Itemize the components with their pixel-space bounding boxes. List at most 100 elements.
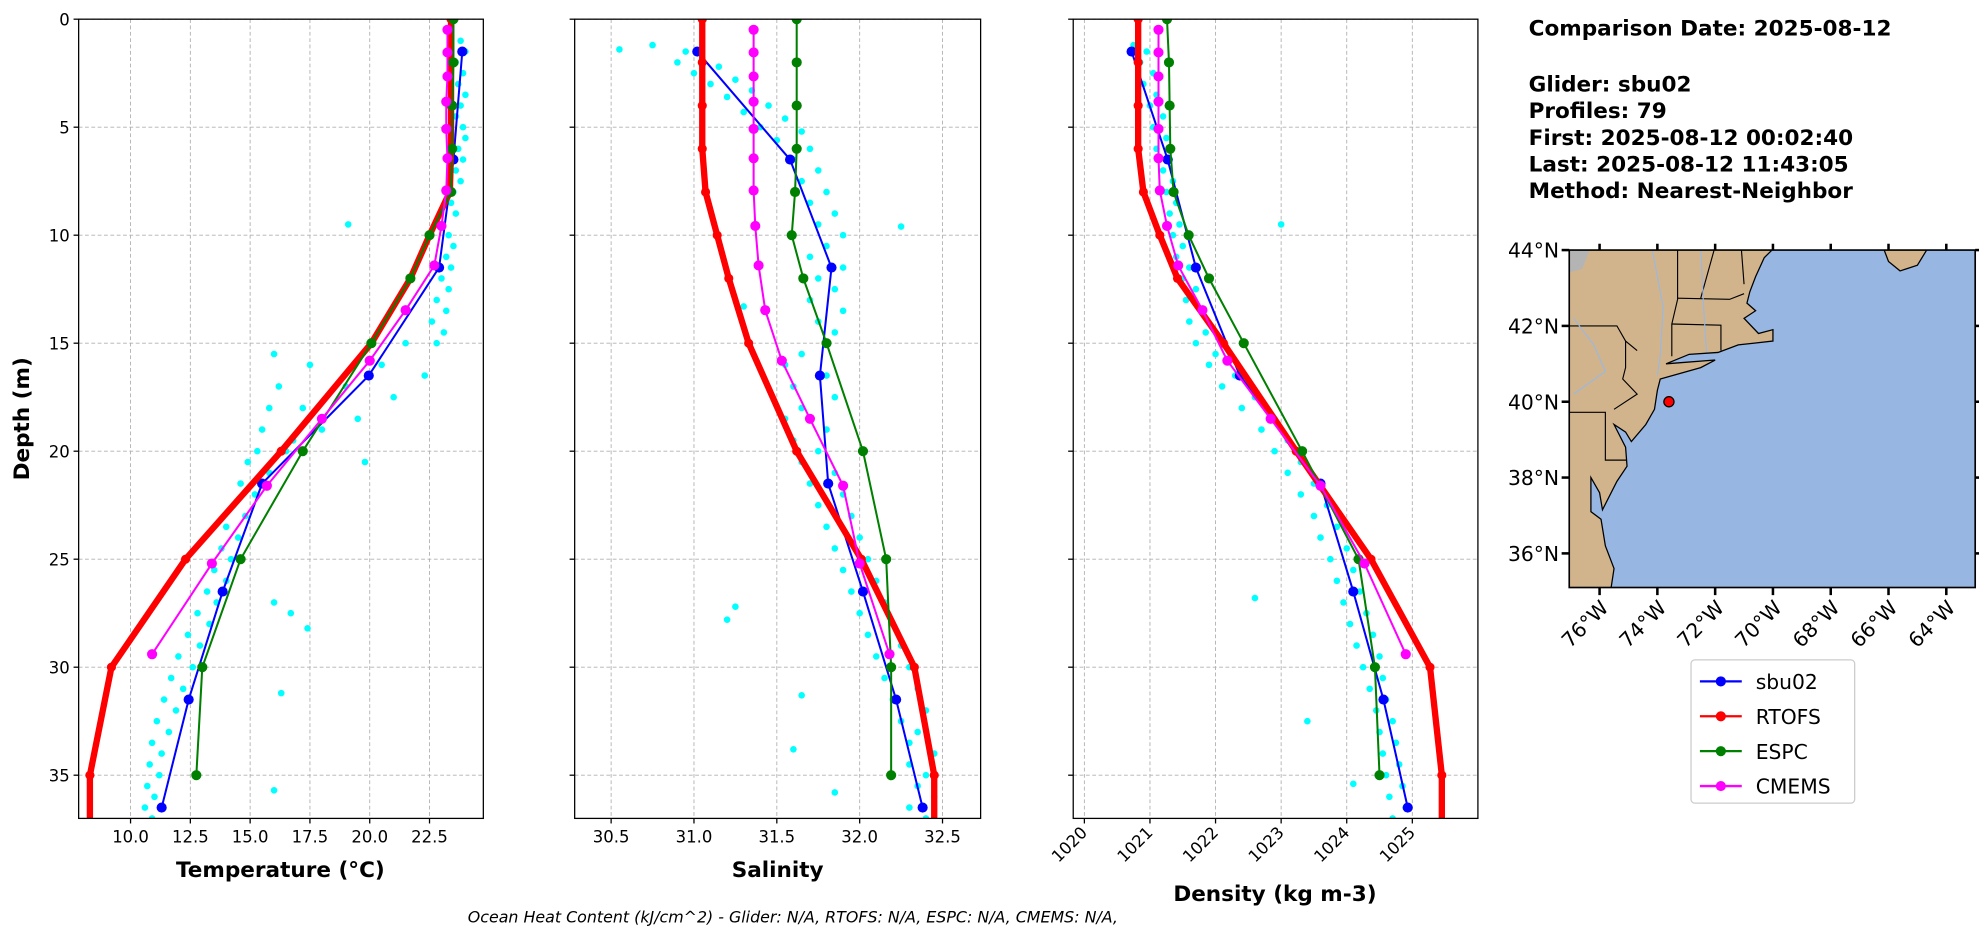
location-map: 36°N 38°N 40°N 42°N 44°N 76°W 74°W 72°W 70°W 68°W… [1508, 239, 1979, 653]
series-point-espc [191, 770, 202, 781]
x-tick-label: 12.5 [172, 828, 209, 847]
series-point-cmems [1197, 305, 1208, 316]
glider-scatter-point [848, 588, 855, 595]
series-point-rtofs [697, 57, 707, 67]
series-point-cmems [1153, 123, 1164, 134]
series-point-rtofs [1437, 770, 1447, 780]
glider-scatter-point [442, 307, 450, 315]
panel-temperature: 10.0 12.5 15.0 17.5 20.0 22.5 0 5 10 15 20 25 30 35 [49, 11, 484, 847]
series-point-cmems [1265, 413, 1276, 424]
series-point-rtofs [909, 662, 919, 672]
series-point-rtofs [701, 187, 711, 197]
glider-scatter-point [143, 782, 151, 790]
glider-scatter-point [160, 696, 168, 703]
series-point-sbu02 [1402, 802, 1413, 813]
glider-scatter-point [1343, 545, 1351, 552]
glider-scatter-point [732, 76, 739, 83]
y-tick-label: 5 [59, 119, 70, 138]
series-point-rtofs [744, 338, 754, 348]
series-line-sbu02 [696, 50, 924, 808]
glider-scatter-point [715, 63, 723, 71]
glider-scatter-point [906, 804, 913, 811]
lake-ontario [1569, 250, 1590, 273]
series-point-espc [791, 57, 802, 68]
glider-scatter-point [344, 221, 352, 228]
glider-scatter-point [1349, 566, 1357, 574]
glider-scatter-point [440, 329, 448, 336]
glider-scatter-point [922, 815, 930, 819]
river [1573, 317, 1607, 395]
glider-scatter-point [146, 761, 153, 768]
glider-scatter-point [306, 361, 314, 369]
x-tick-label: 22.5 [411, 828, 448, 847]
glider-scatter-point [1159, 167, 1167, 174]
panel-density: 1020 1021 1022 1023 1024 1025 [1048, 18, 1479, 866]
series-point-rtofs [697, 101, 707, 111]
glider-scatter-point [459, 123, 467, 131]
y-tick-label: 30 [49, 659, 70, 678]
glider-scatter-point [445, 231, 452, 239]
glider-scatter-point [165, 728, 173, 736]
glider-scatter-point [856, 609, 863, 617]
glider-scatter-point [175, 653, 182, 660]
glider-scatter-point [1143, 48, 1150, 55]
series-point-rtofs [712, 230, 722, 240]
series-point-cmems [838, 480, 849, 491]
series-point-cmems [441, 96, 452, 107]
axes-frame [78, 18, 484, 820]
series-point-espc [1163, 57, 1175, 68]
series-point-sbu02 [784, 154, 796, 165]
glider-scatter-point [1192, 285, 1200, 293]
glider-scatter-point [354, 415, 362, 423]
series-point-rtofs [1133, 57, 1143, 67]
x-tick-label: 1020 [1048, 823, 1091, 866]
series-line-espc [195, 19, 455, 776]
x-tick-label: 1021 [1113, 823, 1156, 866]
glider-scatter-point [179, 685, 187, 693]
series-point-cmems [442, 153, 453, 164]
glider-scatter-point [831, 545, 839, 552]
glider-scatter-point [922, 771, 930, 779]
series-point-sbu02 [1348, 586, 1359, 597]
glider-scatter-point [1218, 383, 1226, 390]
series-point-rtofs [1155, 230, 1165, 240]
series-point-cmems [776, 355, 787, 366]
x-tick-label: 20.0 [351, 828, 388, 847]
lon-tick-label: 64°W [1903, 596, 1960, 653]
glider-scatter-point [1304, 717, 1311, 725]
legend-item-espc: ESPC [1699, 740, 1808, 764]
series-point-cmems [1161, 220, 1173, 231]
glider-scatter-point [831, 285, 839, 293]
series-point-espc [1164, 100, 1175, 111]
series-point-rtofs [1133, 101, 1143, 111]
glider-scatter-point [304, 625, 311, 632]
glider-scatter-point [814, 275, 822, 282]
glider-scatter-point [831, 789, 839, 796]
glider-scatter-point [856, 534, 863, 541]
glider-scatter-point [732, 603, 739, 611]
glider-scatter-point [806, 145, 814, 153]
series-point-sbu02 [217, 586, 228, 597]
glider-scatter-point [823, 188, 830, 196]
legend-item-cmems: CMEMS [1699, 775, 1831, 799]
series-point-cmems [1153, 47, 1164, 58]
lon-tick-label: 72°W [1672, 596, 1729, 653]
series-point-cmems [400, 305, 411, 316]
series-point-cmems [748, 47, 759, 58]
lon-tick-label: 66°W [1846, 596, 1903, 653]
glider-scatter-point [270, 599, 278, 606]
glider-scatter-point [234, 534, 242, 541]
glider-scatter-point [153, 717, 161, 725]
series-point-rtofs [697, 144, 707, 154]
glider-scatter-point [649, 41, 656, 49]
series-point-rtofs [1425, 662, 1435, 672]
panel-salinity: 30.5 31.0 31.5 32.0 32.5 [569, 18, 982, 847]
legend-frame [1690, 659, 1856, 804]
glider-scatter-point [442, 253, 450, 261]
legend-label: ESPC [1756, 740, 1808, 764]
series-point-espc [886, 662, 897, 673]
glider-scatter-point [227, 555, 235, 563]
series-point-rtofs [1133, 19, 1143, 24]
glider-scatter-point [1366, 685, 1373, 693]
glider-scatter-point [462, 91, 469, 99]
